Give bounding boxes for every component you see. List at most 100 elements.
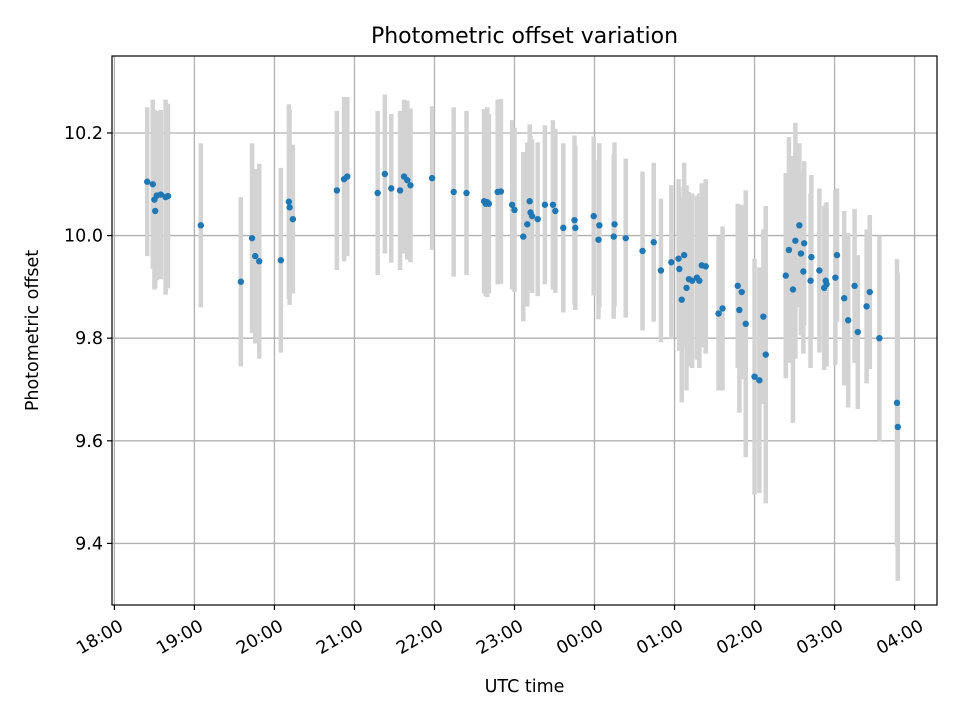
plot-area-frame [111, 55, 938, 606]
data-point [237, 278, 245, 285]
chart-title: Photometric offset variation [371, 24, 678, 49]
data-point [736, 306, 743, 314]
data-point [552, 207, 559, 215]
data-point [388, 185, 395, 192]
data-point [854, 328, 861, 336]
data-point [807, 277, 814, 284]
data-point [277, 257, 285, 264]
data-point [756, 377, 763, 384]
data-point [762, 351, 769, 358]
data-point [876, 334, 883, 342]
data-point [344, 173, 351, 180]
data-point [197, 222, 205, 229]
data-point [702, 263, 709, 270]
data-points [144, 170, 901, 431]
data-point [256, 258, 263, 265]
data-point [751, 373, 758, 380]
data-point [526, 198, 533, 205]
data-point [840, 294, 848, 302]
y-tick-label: 10.0 [64, 227, 103, 247]
data-point [333, 187, 341, 194]
data-point [611, 221, 618, 228]
data-point [450, 188, 457, 196]
data-point [149, 181, 157, 188]
data-point [520, 233, 527, 240]
data-point [650, 239, 657, 246]
data-point [789, 286, 797, 293]
data-point [866, 288, 873, 296]
data-point [428, 174, 436, 182]
data-point [528, 212, 536, 220]
data-point [782, 272, 789, 279]
data-point [832, 274, 839, 281]
data-point [800, 268, 807, 275]
data-point [157, 191, 165, 198]
data-point [463, 189, 470, 197]
data-point [622, 234, 629, 242]
y-axis-label: Photometric offset [23, 250, 43, 411]
data-point [549, 201, 557, 208]
data-point [572, 224, 579, 232]
data-point [590, 212, 597, 220]
data-point [863, 303, 870, 310]
data-point [683, 284, 690, 292]
data-point [668, 259, 675, 266]
data-point [524, 221, 531, 228]
data-point [715, 310, 722, 317]
data-point [508, 201, 516, 208]
data-point [404, 176, 411, 184]
data-point [844, 317, 852, 324]
data-point [285, 198, 293, 205]
y-tick-label: 9.6 [75, 432, 103, 452]
data-point [688, 277, 696, 284]
data-point [823, 281, 830, 288]
data-point [511, 206, 518, 214]
data-point [800, 240, 808, 247]
data-point [396, 187, 404, 194]
data-point [534, 215, 541, 223]
data-point [719, 305, 726, 312]
data-point [760, 313, 767, 320]
data-point [485, 200, 493, 207]
data-point [796, 222, 803, 229]
data-point [407, 182, 414, 189]
data-point [742, 320, 749, 328]
data-point [374, 189, 381, 197]
data-point [808, 253, 815, 261]
x-axis-label: UTC time [485, 677, 565, 697]
data-point [657, 267, 665, 274]
data-point [560, 224, 567, 232]
y-tick-label: 10.2 [64, 124, 103, 144]
data-point [851, 282, 858, 290]
data-point [381, 170, 389, 178]
data-point [152, 207, 159, 215]
data-point [252, 252, 259, 260]
data-point [785, 246, 793, 254]
data-point [816, 267, 823, 274]
data-point [541, 201, 549, 208]
data-point [893, 399, 901, 407]
data-point [571, 216, 578, 224]
data-point [289, 215, 297, 223]
data-point [894, 423, 901, 431]
data-point [610, 233, 617, 240]
data-point [248, 234, 256, 242]
data-point [286, 204, 293, 211]
data-point [734, 282, 741, 290]
data-point [676, 265, 683, 273]
data-point [833, 251, 841, 259]
data-point [696, 277, 703, 284]
data-point [797, 250, 805, 257]
data-point [164, 192, 172, 200]
data-point [792, 237, 799, 244]
data-point [680, 251, 688, 259]
y-tick-label: 9.8 [75, 329, 103, 349]
y-tick-label: 9.4 [75, 534, 103, 554]
data-point [678, 296, 685, 303]
data-point [497, 188, 505, 195]
data-point [639, 247, 646, 255]
data-point [144, 178, 151, 185]
data-point [595, 236, 602, 243]
